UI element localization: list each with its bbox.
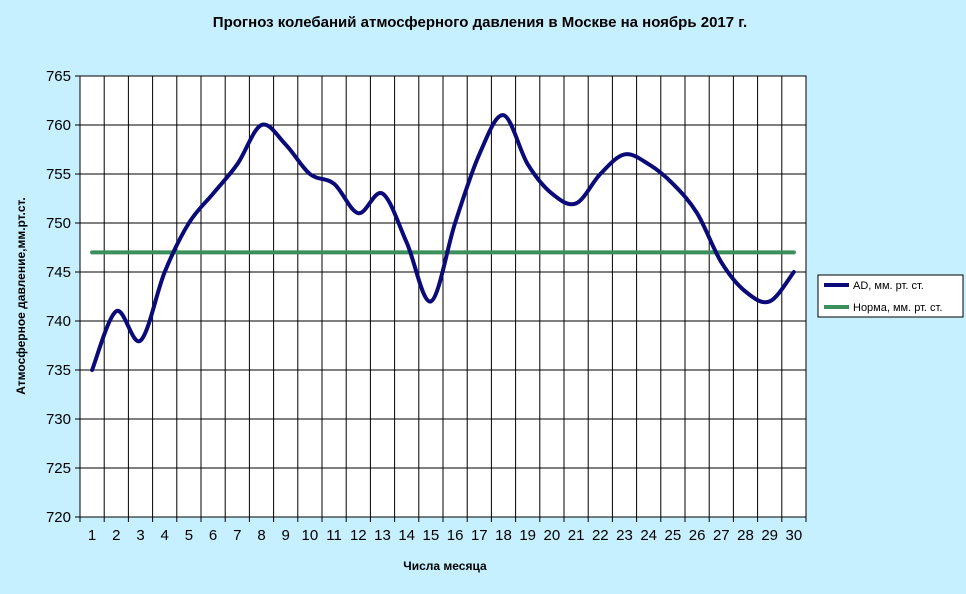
- x-tick-label: 25: [665, 527, 682, 544]
- x-tick-label: 26: [689, 527, 706, 544]
- y-tick-label: 720: [46, 509, 71, 526]
- x-tick-label: 3: [136, 527, 144, 544]
- x-tick-label: 8: [257, 527, 265, 544]
- y-axis-label: Атмосферное давление,мм.рт.ст.: [14, 197, 28, 394]
- x-tick-label: 24: [640, 527, 657, 544]
- legend-label-ad: AD, мм. рт. ст.: [853, 280, 924, 292]
- x-tick-label: 30: [786, 527, 803, 544]
- x-tick-label: 14: [398, 527, 415, 544]
- y-tick-label: 765: [46, 68, 71, 85]
- x-tick-label: 7: [233, 527, 241, 544]
- x-tick-label: 10: [302, 527, 319, 544]
- x-tick-label: 20: [544, 527, 561, 544]
- legend: AD, мм. рт. ст. Норма, мм. рт. ст.: [817, 274, 964, 318]
- y-tick-label: 745: [46, 264, 71, 281]
- x-tick-label: 18: [495, 527, 512, 544]
- x-tick-label: 12: [350, 527, 367, 544]
- x-tick-label: 1: [88, 527, 96, 544]
- x-tick-label: 6: [209, 527, 217, 544]
- x-axis-label: Числа месяца: [403, 559, 487, 573]
- y-axis-ticks: 720 725 730 735 740 745 750 755 760 765: [46, 68, 80, 526]
- x-tick-label: 19: [519, 527, 536, 544]
- legend-box: [817, 274, 964, 318]
- x-tick-label: 23: [616, 527, 633, 544]
- y-tick-label: 750: [46, 215, 71, 232]
- x-tick-label: 28: [737, 527, 754, 544]
- x-tick-label: 17: [471, 527, 488, 544]
- x-tick-label: 13: [374, 527, 391, 544]
- x-tick-label: 11: [326, 527, 342, 544]
- x-tick-label: 21: [568, 527, 585, 544]
- x-tick-label: 29: [761, 527, 778, 544]
- y-tick-label: 725: [46, 460, 71, 477]
- y-tick-label: 755: [46, 166, 71, 183]
- y-tick-label: 735: [46, 362, 71, 379]
- y-tick-label: 740: [46, 313, 71, 330]
- chart-title: Прогноз колебаний атмосферного давления …: [213, 14, 747, 31]
- series-lines: [90, 113, 796, 372]
- x-axis-ticks: 1 2 3 4 5 6 7 8 9 10 11 12 13 14 15 16 17 18 19 20 21 22 23 24 2…: [79, 517, 807, 544]
- x-tick-label: 27: [713, 527, 730, 544]
- y-tick-label: 760: [46, 117, 71, 134]
- y-tick-label: 730: [46, 411, 71, 428]
- x-tick-label: 5: [185, 527, 193, 544]
- x-tick-label: 16: [447, 527, 464, 544]
- x-tick-label: 2: [112, 527, 120, 544]
- x-tick-label: 9: [282, 527, 290, 544]
- legend-label-norm: Норма, мм. рт. ст.: [853, 302, 942, 314]
- x-tick-label: 22: [592, 527, 609, 544]
- x-tick-label: 15: [423, 527, 440, 544]
- series-line-ad: [90, 113, 796, 372]
- x-tick-label: 4: [161, 527, 169, 544]
